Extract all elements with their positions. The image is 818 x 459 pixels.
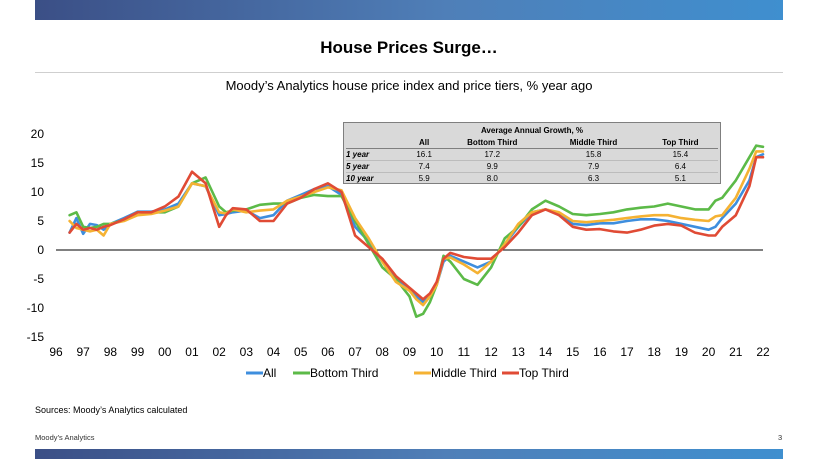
table-cell: 16.1 [408, 148, 441, 161]
table-cell: 6.3 [587, 174, 600, 183]
x-tick-label: 11 [458, 345, 471, 359]
table-cell: 9.9 [440, 160, 545, 173]
average-growth-table: Average Annual Growth, % All Bottom Thir… [343, 122, 721, 184]
x-tick-label: 97 [77, 345, 91, 359]
y-tick-label: -5 [33, 272, 44, 286]
table-header-row: All Bottom Third Middle Third Top Third [346, 137, 718, 149]
table-cell: 15.4 [642, 148, 718, 161]
source-note: Sources: Moody’s Analytics calculated [35, 405, 188, 415]
x-tick-label: 20 [702, 345, 716, 359]
column-header: Middle Third [544, 137, 643, 149]
x-tick-label: 03 [240, 345, 254, 359]
y-tick-label: 0 [37, 243, 44, 257]
y-tick-label: 15 [31, 156, 45, 170]
x-tick-label: 08 [376, 345, 390, 359]
column-header: Top Third [642, 137, 718, 149]
legend-label: All [263, 366, 276, 380]
x-tick-label: 15 [566, 345, 580, 359]
line-chart: 20 15 10 5 0 -5 -10 -15 96 97 98 99 00 01 02 03 04 05 06 07… [27, 127, 770, 380]
x-tick-label: 98 [104, 345, 118, 359]
x-tick-label: 21 [729, 345, 743, 359]
legend-label: Middle Third [431, 366, 497, 380]
table-cell: 7.4 [408, 160, 441, 173]
y-tick-label: -10 [27, 301, 45, 315]
x-tick-label: 06 [321, 345, 335, 359]
table-cell: 17.2 [440, 148, 545, 161]
y-tick-label: 20 [31, 127, 45, 141]
row-label: 1 year [346, 148, 408, 161]
x-tick-label: 19 [675, 345, 689, 359]
footer-org: Moody’s Analytics [35, 433, 95, 442]
y-tick-label: 10 [31, 185, 45, 199]
y-tick-label: -15 [27, 330, 45, 344]
table-row: 1 year 16.1 17.2 15.8 15.4 [346, 148, 718, 161]
x-tick-label: 13 [512, 345, 526, 359]
x-tick-label: 01 [185, 345, 199, 359]
x-tick-label: 02 [212, 345, 226, 359]
x-tick-label: 16 [593, 345, 607, 359]
x-tick-label: 96 [49, 345, 63, 359]
x-tick-label: 10 [430, 345, 444, 359]
x-tick-label: 14 [539, 345, 553, 359]
x-tick-label: 05 [294, 345, 308, 359]
x-tick-label: 99 [131, 345, 145, 359]
table-cell: 15.8 [544, 148, 643, 161]
page-number: 3 [778, 433, 783, 442]
legend-label: Top Third [519, 366, 569, 380]
header-band [35, 0, 783, 20]
x-tick-label: 17 [620, 345, 634, 359]
slide-title: House Prices Surge… [320, 38, 498, 57]
column-header: Bottom Third [440, 137, 545, 149]
row-label: 5 year [346, 160, 408, 173]
x-tick-label: 07 [348, 345, 362, 359]
y-tick-label: 5 [37, 214, 44, 228]
row-label: 10 year [346, 174, 374, 183]
table-cell: 5.9 [418, 174, 430, 183]
series-line-middle-third [68, 150, 765, 307]
series-line-top-third [68, 155, 765, 301]
table-cell: 5.1 [674, 174, 686, 183]
x-tick-label: 12 [484, 345, 498, 359]
x-tick-label: 04 [267, 345, 281, 359]
table-cell: 7.9 [544, 160, 643, 173]
x-tick-label: 18 [648, 345, 662, 359]
footer-band [35, 449, 783, 459]
chart-subtitle: Moody’s Analytics house price index and … [225, 78, 593, 93]
x-tick-label: 09 [403, 345, 417, 359]
series-line-bottom-third [68, 144, 765, 319]
x-tick-label: 22 [756, 345, 770, 359]
table-cell: 6.4 [642, 160, 718, 173]
column-header: All [408, 137, 441, 149]
table-row: 5 year 7.4 9.9 7.9 6.4 [346, 160, 718, 173]
table-cell: 8.0 [486, 174, 498, 183]
table-caption: Average Annual Growth, % [480, 126, 584, 135]
legend-label: Bottom Third [310, 366, 378, 380]
growth-table: All Bottom Third Middle Third Top Third … [346, 137, 718, 184]
table-row: 10 year 5.9 8.0 6.3 5.1 [346, 173, 718, 185]
x-tick-label: 00 [158, 345, 172, 359]
title-divider [35, 72, 783, 73]
table-corner [346, 137, 408, 149]
